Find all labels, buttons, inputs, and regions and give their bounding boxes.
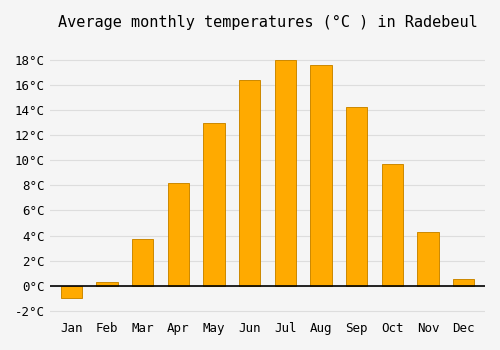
Bar bbox=[382, 164, 403, 286]
Bar bbox=[168, 183, 189, 286]
Bar bbox=[203, 122, 224, 286]
Bar bbox=[310, 65, 332, 286]
Bar bbox=[274, 60, 296, 286]
Bar bbox=[346, 107, 368, 286]
Bar bbox=[96, 282, 118, 286]
Bar bbox=[239, 80, 260, 286]
Bar bbox=[132, 239, 154, 286]
Bar bbox=[417, 232, 438, 286]
Bar bbox=[60, 286, 82, 298]
Title: Average monthly temperatures (°C ) in Radebeul: Average monthly temperatures (°C ) in Ra… bbox=[58, 15, 478, 30]
Bar bbox=[453, 279, 474, 286]
